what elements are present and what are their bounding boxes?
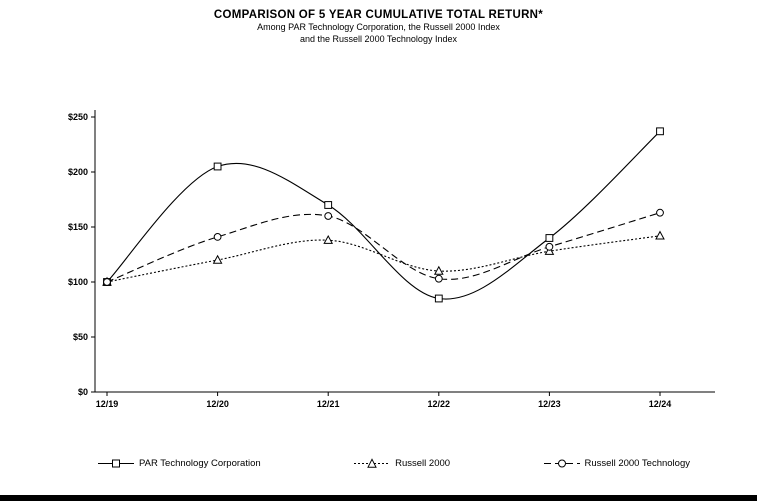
y-tick-label: $0 xyxy=(78,387,88,397)
square-marker-icon xyxy=(98,459,134,468)
legend-label: Russell 2000 xyxy=(395,458,451,469)
x-tick-label: 12/19 xyxy=(96,399,119,409)
x-tick-label: 12/21 xyxy=(317,399,340,409)
legend-item-russell2000: Russell 2000 xyxy=(354,458,450,469)
square-data-marker xyxy=(213,162,222,171)
legend-item-russell2000-tech: Russell 2000 Technology xyxy=(543,458,690,469)
series-line-1 xyxy=(106,235,661,283)
circle-data-marker xyxy=(434,274,443,283)
x-tick-label: 12/22 xyxy=(428,399,451,409)
chart-subtitle-line2: and the Russell 2000 Technology Index xyxy=(300,34,457,44)
triangle-data-marker xyxy=(212,254,223,264)
x-tick-label: 12/20 xyxy=(206,399,229,409)
series-line-0 xyxy=(106,130,661,300)
y-tick-label: $200 xyxy=(68,167,88,177)
triangle-data-marker xyxy=(433,265,444,275)
legend-label: PAR Technology Corporation xyxy=(139,458,261,469)
triangle-data-marker xyxy=(655,230,665,240)
circle-marker-icon xyxy=(543,459,580,468)
chart-title: COMPARISON OF 5 YEAR CUMULATIVE TOTAL RE… xyxy=(213,9,544,21)
x-tick-label: 12/24 xyxy=(649,399,672,409)
circle-data-marker xyxy=(103,278,111,286)
y-tick-label: $50 xyxy=(73,332,88,342)
square-data-marker xyxy=(545,234,554,242)
chart-legend: PAR Technology Corporation Russell 2000 … xyxy=(98,458,690,469)
x-tick-label: 12/23 xyxy=(538,399,561,409)
y-tick-label: $250 xyxy=(68,112,88,122)
circle-data-marker xyxy=(656,208,664,217)
legend-item-par: PAR Technology Corporation xyxy=(98,458,261,469)
triangle-marker-icon xyxy=(354,458,391,468)
y-tick-label: $100 xyxy=(68,277,88,287)
chart-header: COMPARISON OF 5 YEAR CUMULATIVE TOTAL RE… xyxy=(0,9,757,45)
series-line-2 xyxy=(106,212,661,283)
legend-label: Russell 2000 Technology xyxy=(584,458,690,469)
square-data-marker xyxy=(656,127,664,136)
page-bottom-border xyxy=(0,495,757,501)
circle-data-marker xyxy=(545,242,554,251)
y-tick-label: $150 xyxy=(68,222,88,232)
triangle-data-marker xyxy=(323,234,334,244)
square-data-marker xyxy=(434,294,443,303)
circle-data-marker xyxy=(213,233,222,241)
circle-data-marker xyxy=(324,212,333,220)
square-data-marker xyxy=(324,201,333,209)
chart-subtitle-line1: Among PAR Technology Corporation, the Ru… xyxy=(257,22,500,32)
